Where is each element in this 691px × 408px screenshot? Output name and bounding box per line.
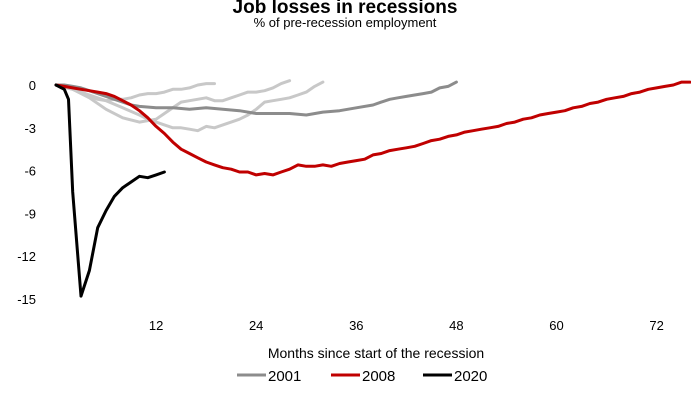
legend: 2001 2008 2020 [237,368,487,385]
x-tick-label: 72 [649,318,663,333]
y-tick-label: -6 [24,164,36,179]
chart-title: Job losses in recessions [233,0,458,18]
chart-subtitle: % of pre-recession employment [254,15,437,30]
x-tick-label: 24 [249,318,263,333]
x-tick-label: 36 [349,318,363,333]
x-axis-tick-labels: 12 24 36 48 60 72 [149,318,664,333]
series-line-past-recession-3 [54,80,325,133]
y-tick-label: 0 [29,78,36,93]
x-axis-label: Months since start of the recession [268,345,484,361]
y-tick-label: -15 [17,292,36,307]
legend-label-2001: 2001 [268,368,301,385]
x-tick-label: 60 [549,318,563,333]
series-line-2001 [54,80,458,117]
series-line-2008 [54,80,691,177]
y-tick-label: -9 [24,206,36,221]
x-tick-label: 12 [149,318,163,333]
series-line-2020 [54,83,166,298]
x-tick-label: 48 [449,318,463,333]
y-tick-label: -3 [24,121,36,136]
series-line-past-recession-2 [54,79,292,124]
series-lines [54,79,691,298]
legend-label-2020: 2020 [454,368,487,385]
y-tick-label: -12 [17,249,36,264]
y-axis-tick-labels: 0 -3 -6 -9 -12 -15 [17,78,36,307]
legend-label-2008: 2008 [362,368,395,385]
